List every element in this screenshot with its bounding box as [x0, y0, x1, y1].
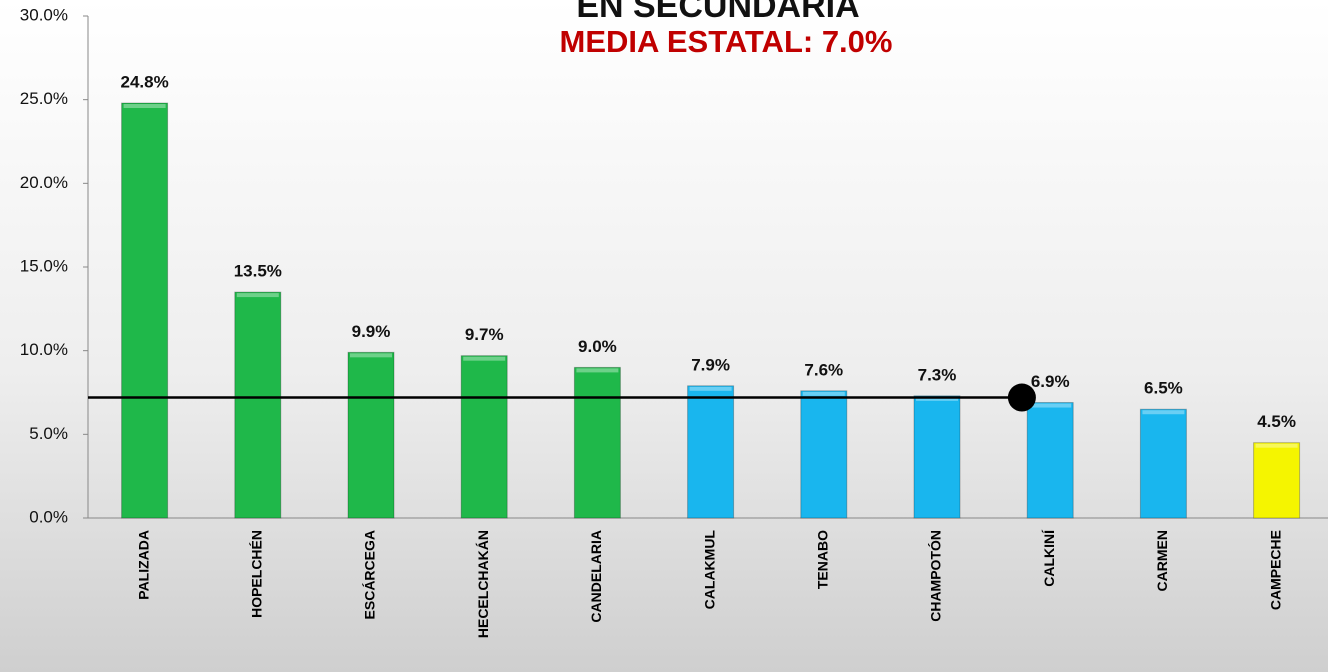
y-tick-label: 30.0% — [20, 5, 68, 24]
bar-highlight — [123, 104, 166, 109]
value-label: 7.9% — [691, 355, 730, 374]
bar — [573, 366, 621, 519]
bar — [687, 385, 735, 519]
y-tick-label: 15.0% — [20, 256, 68, 275]
bar-highlight — [463, 356, 506, 361]
value-label: 6.5% — [1144, 379, 1183, 398]
reference-dot — [1007, 383, 1036, 412]
value-label: 13.5% — [234, 262, 282, 281]
x-tick-label: CARMEN — [1154, 530, 1170, 591]
y-tick-label: 20.0% — [20, 173, 68, 192]
bar — [460, 355, 508, 519]
value-label: 9.0% — [578, 337, 617, 356]
bar-highlight — [576, 368, 619, 373]
y-tick-label: 0.0% — [29, 507, 68, 526]
value-label: 4.5% — [1257, 412, 1296, 431]
bar-highlight — [802, 391, 845, 396]
x-tick-label: HECELCHAKÁN — [475, 530, 491, 638]
x-tick-label: PALIZADA — [135, 530, 151, 600]
value-label: 9.9% — [352, 322, 391, 341]
bar-highlight — [689, 386, 732, 391]
bar — [121, 102, 169, 519]
bar-highlight — [916, 396, 958, 401]
value-label: 7.3% — [918, 365, 957, 384]
chart-subtitle: MEDIA ESTATAL: 7.0% — [560, 24, 893, 59]
x-tick-label: CANDELARIA — [588, 530, 604, 623]
bar-highlight — [1255, 443, 1298, 448]
bar-highlight — [350, 353, 392, 358]
x-tick-label: ESCÁRCEGA — [362, 530, 378, 619]
bar — [347, 351, 395, 519]
value-label: 9.7% — [465, 325, 504, 344]
x-tick-label: HOPELCHÉN — [249, 530, 265, 618]
bar — [913, 395, 961, 519]
x-tick-label: CALKINÍ — [1041, 529, 1057, 587]
x-tick-label: TENABO — [815, 530, 831, 589]
x-tick-label: CHAMPOTÓN — [927, 530, 944, 622]
chart-title: EN SECUNDARIA — [576, 0, 859, 25]
y-tick-label: 25.0% — [20, 89, 68, 108]
bar-highlight — [1029, 403, 1072, 408]
x-tick-label: CALAKMUL — [701, 530, 717, 610]
value-label: 7.6% — [804, 360, 843, 379]
bar — [1253, 442, 1301, 519]
y-tick-label: 5.0% — [29, 424, 68, 443]
bar — [234, 291, 282, 519]
bar — [1026, 402, 1074, 519]
y-tick-label: 10.0% — [20, 340, 68, 359]
bar — [800, 390, 848, 519]
value-label: 24.8% — [120, 72, 168, 91]
bar-highlight — [1142, 410, 1185, 415]
value-label: 6.9% — [1031, 372, 1070, 391]
x-tick-label: CAMPECHE — [1267, 530, 1283, 610]
bar — [1139, 408, 1187, 519]
bar-highlight — [236, 293, 279, 298]
